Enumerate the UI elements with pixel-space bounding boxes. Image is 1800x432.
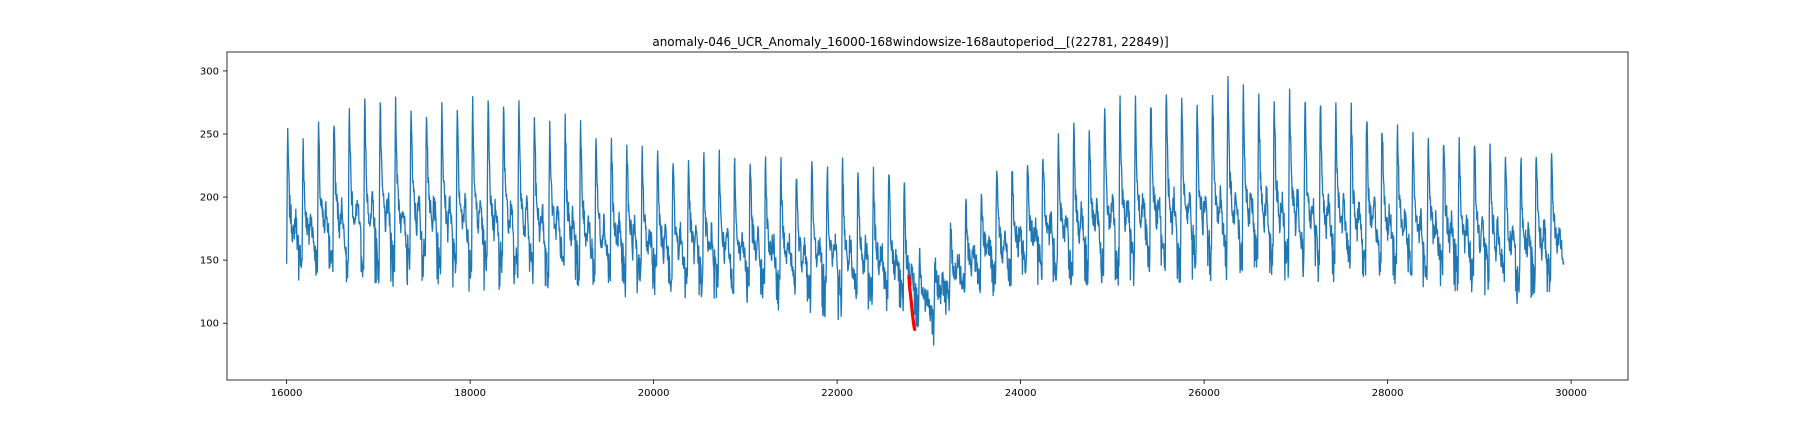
series-line: [285, 76, 1565, 346]
x-tick-label: 20000: [638, 388, 670, 399]
chart-title: anomaly-046_UCR_Anomaly_16000-168windows…: [652, 35, 1168, 49]
y-tick-label: 300: [200, 66, 219, 77]
axes-layer: 16000 18000 20000 22000 24000 26000 28000 30000…: [200, 51, 1629, 399]
x-tick-label: 28000: [1372, 388, 1404, 399]
plot-layer: [285, 76, 1565, 346]
y-tick-label: 100: [200, 319, 219, 330]
y-tick-label: 200: [200, 193, 219, 204]
axes-frame: [226, 51, 1629, 381]
x-tick-label: 18000: [454, 388, 486, 399]
x-tick-label: 24000: [1005, 388, 1037, 399]
x-tick-label: 16000: [271, 388, 303, 399]
anomaly-segment: [907, 275, 917, 332]
y-tick-label: 250: [200, 130, 219, 141]
x-tick-label: 30000: [1555, 388, 1587, 399]
x-tick-label: 26000: [1188, 388, 1220, 399]
y-tick-label: 150: [200, 256, 219, 267]
x-tick-label: 22000: [821, 388, 853, 399]
